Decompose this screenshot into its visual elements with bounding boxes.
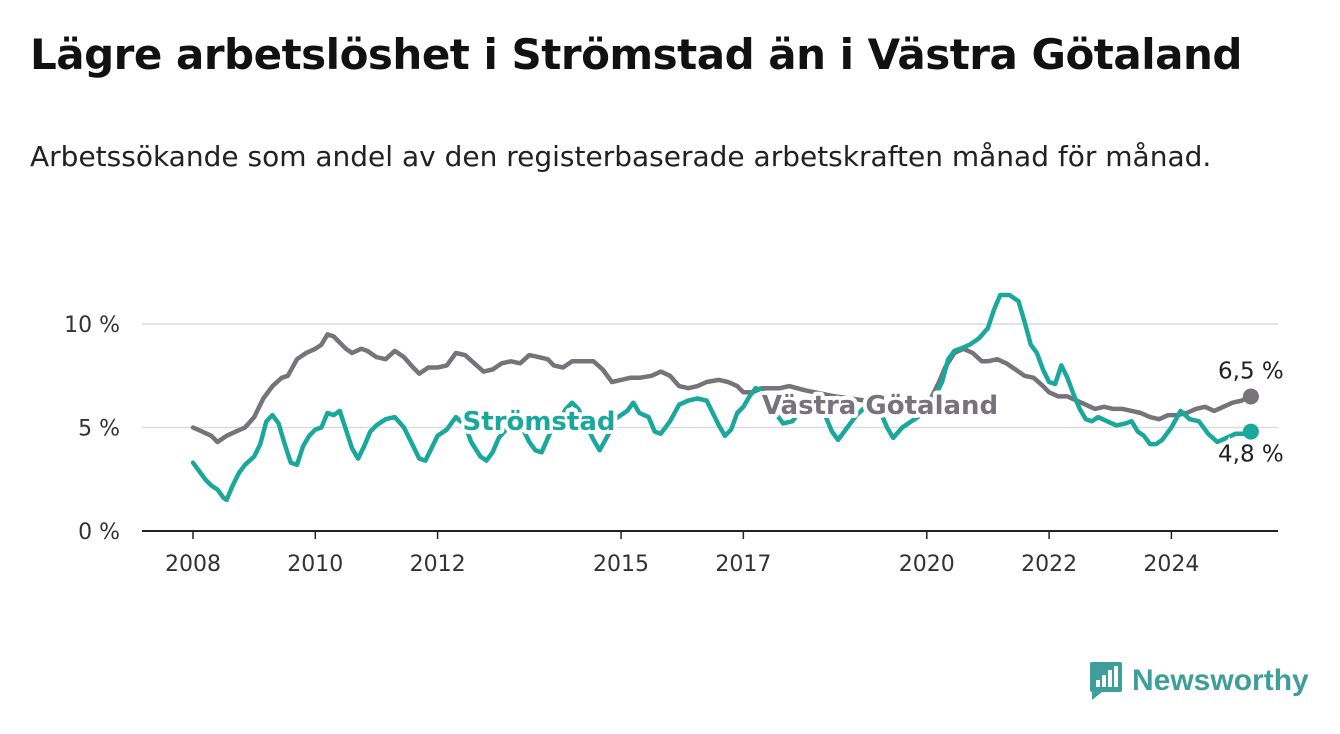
end-value-label: 4,8 % bbox=[1218, 442, 1284, 468]
brand-name: Newsworthy bbox=[1132, 664, 1309, 697]
series-lines bbox=[190, 292, 1259, 503]
x-tick-label: 2020 bbox=[899, 552, 955, 577]
series-name-label: Västra Götaland bbox=[762, 391, 998, 421]
end-value-label: 6,5 % bbox=[1218, 358, 1284, 384]
x-tick-label: 2017 bbox=[715, 552, 771, 577]
y-axis-ticks: 0 % 5 % 10 % bbox=[64, 313, 120, 545]
series-end-dot bbox=[1242, 423, 1259, 440]
line-chart: 0 % 5 % 10 % Västra Götaland Strömstad 6,5 %… bbox=[64, 292, 1287, 577]
series-line-stromstad bbox=[190, 292, 1254, 503]
y-tick-label: 5 % bbox=[78, 417, 120, 442]
x-tick-label: 2022 bbox=[1021, 552, 1077, 577]
series-line-vastra-gotaland bbox=[190, 332, 1254, 445]
x-tick-label: 2010 bbox=[287, 552, 343, 577]
gridlines bbox=[142, 323, 1278, 429]
series-end-dot bbox=[1242, 388, 1259, 405]
newsworthy-logo: Newsworthy bbox=[1088, 660, 1309, 702]
y-tick-label: 0 % bbox=[78, 520, 120, 545]
y-tick-label: 10 % bbox=[64, 313, 120, 338]
chart-subtitle: Arbetssökande som andel av den registerb… bbox=[30, 140, 1212, 173]
chart-title: Lägre arbetslöshet i Strömstad än i Väst… bbox=[30, 30, 1242, 79]
x-tick-label: 2012 bbox=[410, 552, 466, 577]
x-axis-ticks: 2008 2010 2012 2015 2017 2020 2022 2024 bbox=[142, 530, 1278, 577]
x-tick-label: 2008 bbox=[165, 552, 221, 577]
x-tick-label: 2024 bbox=[1143, 552, 1199, 577]
x-tick-label: 2015 bbox=[593, 552, 649, 577]
series-name-label: Strömstad bbox=[463, 407, 616, 437]
bar-chart-logo-icon bbox=[1090, 662, 1122, 700]
series-labels: Västra Götaland Strömstad 6,5 % 4,8 % bbox=[459, 355, 1287, 470]
